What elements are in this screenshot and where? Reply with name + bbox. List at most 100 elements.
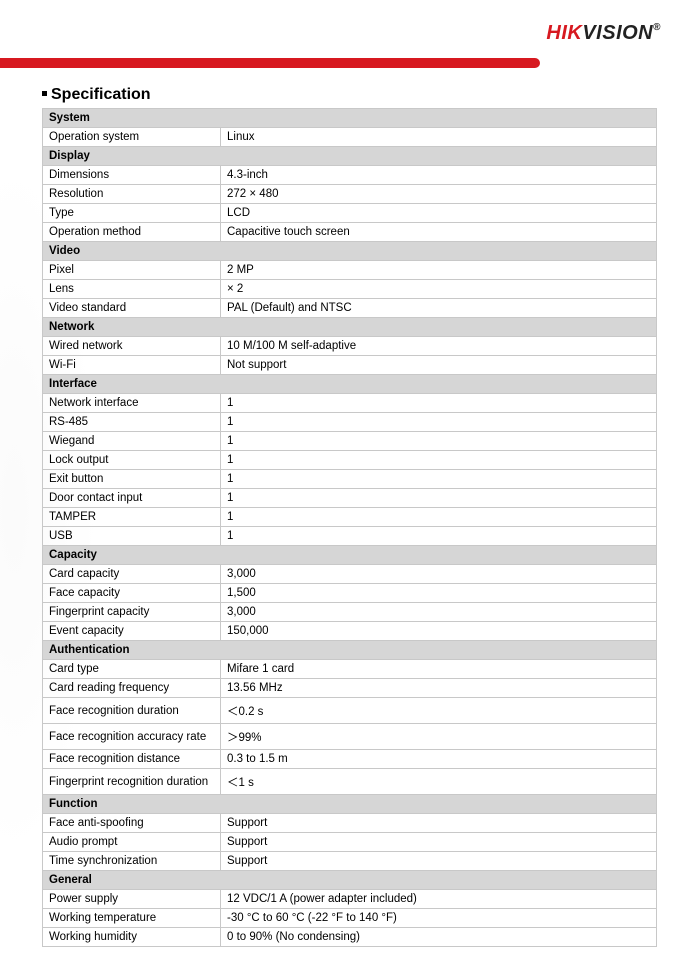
table-row: Card typeMifare 1 card	[43, 660, 657, 679]
spec-key: Face recognition accuracy rate	[43, 724, 221, 750]
table-row: Fingerprint recognition duration＜1 s	[43, 769, 657, 795]
spec-key: Wiegand	[43, 432, 221, 451]
spec-key: Dimensions	[43, 166, 221, 185]
spec-value: 0.3 to 1.5 m	[221, 750, 657, 769]
spec-value: 1	[221, 470, 657, 489]
spec-key: Fingerprint recognition duration	[43, 769, 221, 795]
table-row: Time synchronizationSupport	[43, 852, 657, 871]
table-row: Exit button1	[43, 470, 657, 489]
table-row: Face capacity1,500	[43, 584, 657, 603]
spec-value: 0 to 90% (No condensing)	[221, 928, 657, 947]
table-row: Face recognition accuracy rate＞99%	[43, 724, 657, 750]
spec-value: Linux	[221, 128, 657, 147]
logo-hik: HIK	[546, 22, 582, 44]
table-row: Pixel2 MP	[43, 261, 657, 280]
group-header-cell: Interface	[43, 375, 657, 394]
spec-key: Working temperature	[43, 909, 221, 928]
group-header-cell: Display	[43, 147, 657, 166]
spec-value: 13.56 MHz	[221, 679, 657, 698]
spec-key: Type	[43, 204, 221, 223]
spec-key: Power supply	[43, 890, 221, 909]
group-header: Interface	[43, 375, 657, 394]
accent-bar	[0, 58, 540, 68]
spec-key: Card type	[43, 660, 221, 679]
brand-logo: HIKVISION®	[546, 22, 661, 45]
table-row: Resolution272 × 480	[43, 185, 657, 204]
table-row: Power supply12 VDC/1 A (power adapter in…	[43, 890, 657, 909]
spec-key: Network interface	[43, 394, 221, 413]
spec-key: Card reading frequency	[43, 679, 221, 698]
spec-value: 1,500	[221, 584, 657, 603]
spec-value: 1	[221, 432, 657, 451]
table-row: Dimensions4.3-inch	[43, 166, 657, 185]
group-header-cell: General	[43, 871, 657, 890]
table-row: Wiegand1	[43, 432, 657, 451]
table-row: Lock output1	[43, 451, 657, 470]
table-row: Operation systemLinux	[43, 128, 657, 147]
group-header: General	[43, 871, 657, 890]
table-row: Card reading frequency13.56 MHz	[43, 679, 657, 698]
group-header: Authentication	[43, 641, 657, 660]
table-row: Working humidity0 to 90% (No condensing)	[43, 928, 657, 947]
group-header-cell: Function	[43, 795, 657, 814]
spec-key: Operation system	[43, 128, 221, 147]
spec-table: SystemOperation systemLinuxDisplayDimens…	[42, 108, 657, 947]
table-row: Card capacity3,000	[43, 565, 657, 584]
group-header: Capacity	[43, 546, 657, 565]
spec-key: TAMPER	[43, 508, 221, 527]
spec-value: × 2	[221, 280, 657, 299]
spec-value: 1	[221, 508, 657, 527]
spec-key: Time synchronization	[43, 852, 221, 871]
section-title: Specification	[42, 86, 657, 104]
table-row: Wi-FiNot support	[43, 356, 657, 375]
spec-value: 1	[221, 413, 657, 432]
spec-key: Card capacity	[43, 565, 221, 584]
spec-key: Lens	[43, 280, 221, 299]
table-row: Wired network10 M/100 M self-adaptive	[43, 337, 657, 356]
table-row: Lens× 2	[43, 280, 657, 299]
table-row: Event capacity150,000	[43, 622, 657, 641]
spec-key: Video standard	[43, 299, 221, 318]
spec-value: 12 VDC/1 A (power adapter included)	[221, 890, 657, 909]
spec-key: Resolution	[43, 185, 221, 204]
table-row: TAMPER1	[43, 508, 657, 527]
group-header-cell: System	[43, 109, 657, 128]
spec-value: ＞99%	[221, 724, 657, 750]
spec-key: Door contact input	[43, 489, 221, 508]
group-header: Display	[43, 147, 657, 166]
spec-value: 1	[221, 451, 657, 470]
spec-key: Face recognition duration	[43, 698, 221, 724]
spec-value: ＜0.2 s	[221, 698, 657, 724]
group-header-cell: Capacity	[43, 546, 657, 565]
spec-value: 1	[221, 489, 657, 508]
spec-value: ＜1 s	[221, 769, 657, 795]
table-row: Face recognition duration＜0.2 s	[43, 698, 657, 724]
table-row: Audio promptSupport	[43, 833, 657, 852]
spec-value: 2 MP	[221, 261, 657, 280]
spec-value: 150,000	[221, 622, 657, 641]
spec-value: -30 °C to 60 °C (-22 °F to 140 °F)	[221, 909, 657, 928]
spec-key: Operation method	[43, 223, 221, 242]
group-header-cell: Network	[43, 318, 657, 337]
spec-key: Working humidity	[43, 928, 221, 947]
spec-value: Not support	[221, 356, 657, 375]
spec-value: 3,000	[221, 565, 657, 584]
spec-key: Event capacity	[43, 622, 221, 641]
spec-value: Support	[221, 852, 657, 871]
spec-key: Wired network	[43, 337, 221, 356]
bullet-icon	[42, 91, 47, 96]
spec-key: Fingerprint capacity	[43, 603, 221, 622]
spec-value: Capacitive touch screen	[221, 223, 657, 242]
content-area: Specification SystemOperation systemLinu…	[42, 86, 657, 947]
table-row: Face recognition distance0.3 to 1.5 m	[43, 750, 657, 769]
spec-key: Audio prompt	[43, 833, 221, 852]
spec-value: Support	[221, 833, 657, 852]
spec-value: 1	[221, 527, 657, 546]
spec-value: PAL (Default) and NTSC	[221, 299, 657, 318]
spec-value: 1	[221, 394, 657, 413]
section-title-text: Specification	[51, 86, 151, 103]
table-row: Door contact input1	[43, 489, 657, 508]
spec-value: 4.3-inch	[221, 166, 657, 185]
group-header: Network	[43, 318, 657, 337]
logo-reg: ®	[653, 22, 661, 33]
